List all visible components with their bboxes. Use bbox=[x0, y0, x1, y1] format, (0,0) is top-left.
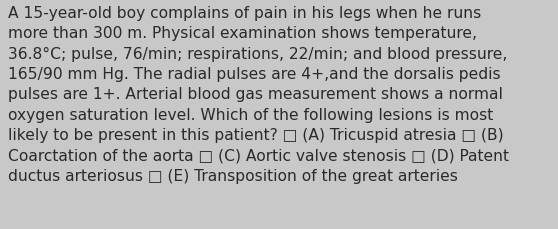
Text: A 15-year-old boy complains of pain in his legs when he runs
more than 300 m. Ph: A 15-year-old boy complains of pain in h… bbox=[8, 6, 509, 183]
